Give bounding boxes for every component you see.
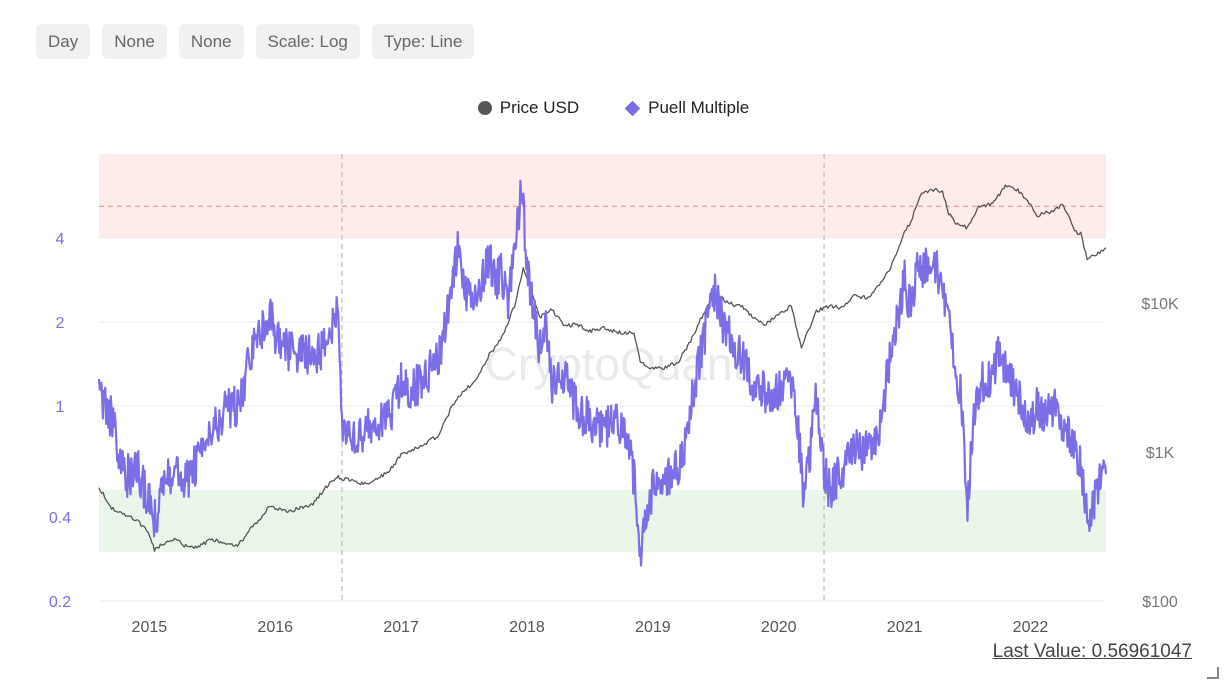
chart-axes: 2015 2016 2017 2018 2019 2020 2021 2022 0.2 0.4 1 2…	[49, 231, 1179, 636]
left-tick-label: 0.4	[49, 510, 71, 527]
x-tick-label: 2021	[887, 619, 923, 636]
interval-selector[interactable]: Day	[36, 24, 91, 59]
x-tick-label: 2016	[257, 619, 293, 636]
right-tick-label: $1K	[1146, 445, 1175, 462]
chart-toolbar: Day None None Scale: Log Type: Line	[36, 24, 475, 59]
x-tick-label: 2017	[383, 619, 419, 636]
left-tick-label: 0.2	[49, 594, 71, 611]
left-tick-label: 2	[56, 315, 65, 332]
watermark: CryptoQuant	[485, 338, 746, 390]
x-tick-label: 2018	[509, 619, 545, 636]
legend-puell-label: Puell Multiple	[648, 98, 750, 117]
price-circle-icon	[477, 101, 492, 115]
series-puell-multiple-line	[97, 179, 1108, 567]
left-tick-label: 1	[56, 399, 65, 416]
x-tick-label: 2019	[635, 619, 671, 636]
x-tick-label: 2020	[761, 619, 797, 636]
chart-grid	[99, 154, 1106, 602]
chart-series	[97, 179, 1108, 567]
filter-selector-2[interactable]: None	[178, 24, 244, 59]
left-tick-label: 4	[56, 231, 65, 248]
lower-band	[99, 489, 1106, 552]
x-tick-label: 2022	[1013, 619, 1049, 636]
resize-handle-icon[interactable]	[1207, 667, 1219, 679]
last-value-link[interactable]: Last Value: 0.56961047	[992, 641, 1192, 662]
chart-legend: Price USD Puell Multiple	[0, 98, 1227, 118]
x-tick-label: 2015	[132, 619, 168, 636]
legend-price-usd[interactable]: Price USD	[477, 98, 580, 118]
right-tick-label: $10K	[1141, 296, 1179, 313]
legend-price-label: Price USD	[499, 98, 580, 117]
filter-selector-1[interactable]: None	[102, 24, 167, 59]
series-price-usd-line	[98, 184, 1107, 552]
chart-bands	[99, 154, 1106, 552]
legend-puell-multiple[interactable]: Puell Multiple	[624, 98, 750, 118]
upper-band	[99, 154, 1106, 238]
scale-selector[interactable]: Scale: Log	[255, 24, 360, 59]
chart-type-selector[interactable]: Type: Line	[371, 24, 475, 59]
right-tick-label: $100	[1142, 594, 1178, 611]
